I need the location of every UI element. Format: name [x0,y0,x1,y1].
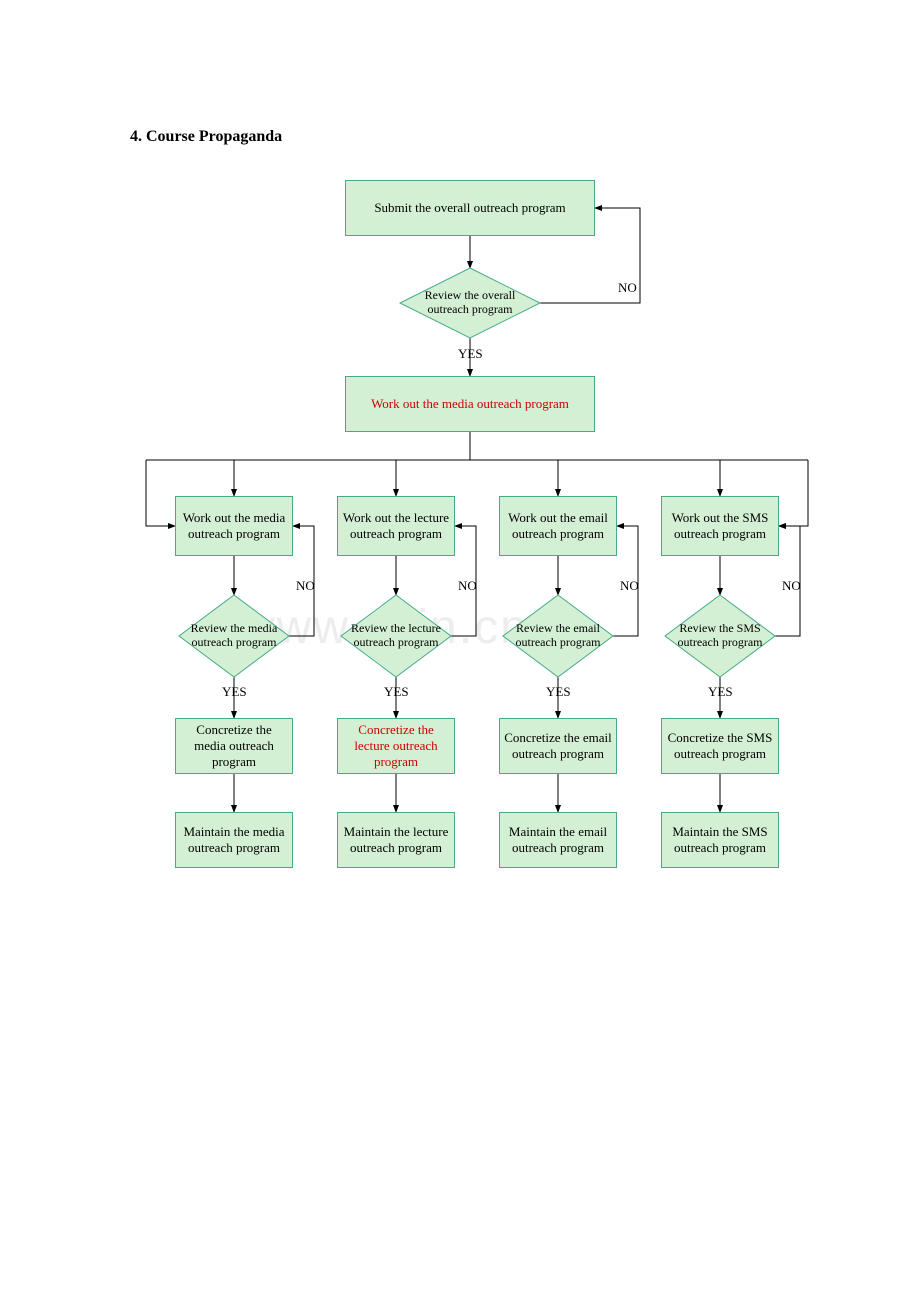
flow-box-m5: Maintain the email outreach program [499,812,617,868]
edge-label-2: NO [296,578,315,594]
edge-label-5: YES [384,684,409,700]
flow-box-b6: Work out the SMS outreach program [661,496,779,556]
flow-box-b5: Work out the email outreach program [499,496,617,556]
connector-10 [779,460,808,526]
edge-label-7: YES [546,684,571,700]
edge-label-9: YES [708,684,733,700]
flow-box-m6: Maintain the SMS outreach program [661,812,779,868]
connector-5 [146,460,175,526]
flow-box-b1: Submit the overall outreach program [345,180,595,236]
edge-label-1: YES [458,346,483,362]
edge-label-6: NO [620,578,639,594]
flow-box-b3: Work out the media outreach program [175,496,293,556]
flowchart-page: 4. Course Propaganda www.axin.cn Submit … [0,0,920,1302]
edge-label-4: NO [458,578,477,594]
flow-box-m4: Maintain the lecture outreach program [337,812,455,868]
edge-label-8: NO [782,578,801,594]
flow-box-m3: Maintain the media outreach program [175,812,293,868]
edge-label-3: YES [222,684,247,700]
flow-box-b4: Work out the lecture outreach program [337,496,455,556]
edge-label-0: NO [618,280,637,296]
